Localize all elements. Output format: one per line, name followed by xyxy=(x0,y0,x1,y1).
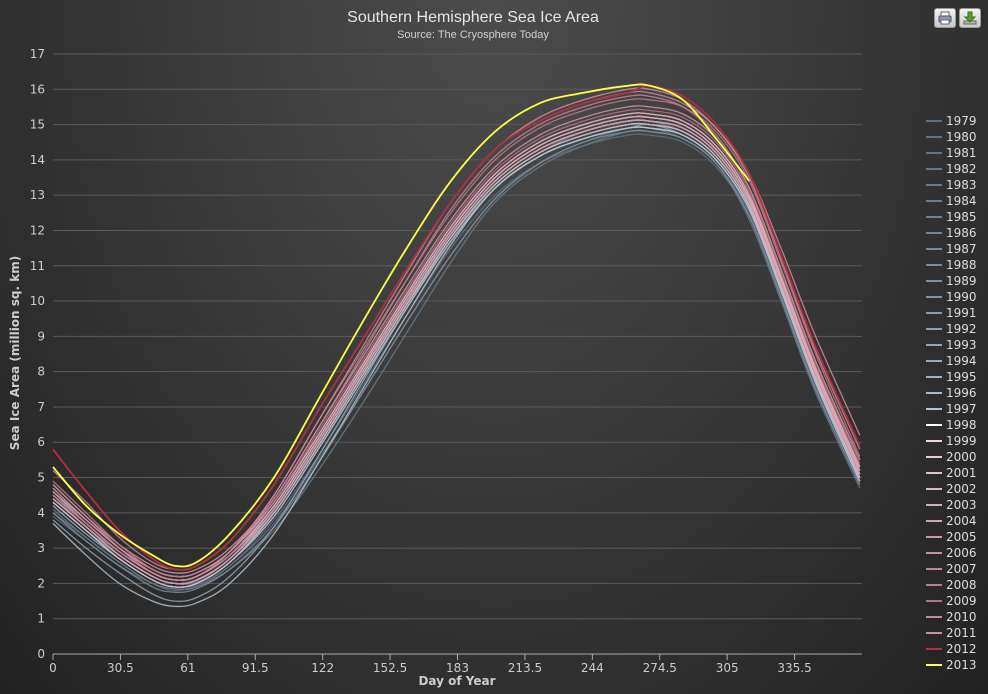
x-tick-label: 61 xyxy=(180,661,195,675)
y-tick-label: 8 xyxy=(37,365,45,379)
y-tick-label: 7 xyxy=(37,400,45,414)
legend-item-1998[interactable]: 1998 xyxy=(946,418,977,432)
y-tick-label: 5 xyxy=(37,471,45,485)
legend-item-1980[interactable]: 1980 xyxy=(946,130,977,144)
legend-item-1991[interactable]: 1991 xyxy=(946,306,977,320)
series-line-2013[interactable] xyxy=(52,83,751,568)
legend-item-2007[interactable]: 2007 xyxy=(946,562,977,576)
legend-item-1996[interactable]: 1996 xyxy=(946,386,977,400)
legend-item-2001[interactable]: 2001 xyxy=(946,466,977,480)
x-tick-label: 122 xyxy=(311,661,334,675)
y-tick-label: 4 xyxy=(37,506,45,520)
x-tick-label: 305 xyxy=(716,661,739,675)
legend-item-2002[interactable]: 2002 xyxy=(946,482,977,496)
x-tick-label: 274.5 xyxy=(643,661,677,675)
legend-item-1984[interactable]: 1984 xyxy=(946,194,977,208)
series-line-2006[interactable] xyxy=(52,119,861,585)
series-line-2002[interactable] xyxy=(52,122,861,588)
legend-item-1992[interactable]: 1992 xyxy=(946,322,977,336)
x-tick-label: 335.5 xyxy=(777,661,811,675)
legend-item-2005[interactable]: 2005 xyxy=(946,530,977,544)
legend-item-1993[interactable]: 1993 xyxy=(946,338,977,352)
x-tick-label: 213.5 xyxy=(508,661,542,675)
legend-item-1994[interactable]: 1994 xyxy=(946,354,977,368)
x-tick-label: 91.5 xyxy=(242,661,269,675)
legend-item-1990[interactable]: 1990 xyxy=(946,290,977,304)
y-tick-label: 15 xyxy=(30,118,45,132)
series-lines xyxy=(52,83,861,608)
legend-item-1979[interactable]: 1979 xyxy=(946,114,977,128)
grid-lines xyxy=(53,53,862,655)
legend-item-1997[interactable]: 1997 xyxy=(946,402,977,416)
series-line-1989[interactable] xyxy=(52,129,861,593)
series-line-1987[interactable] xyxy=(52,122,861,585)
printer-icon xyxy=(938,11,952,25)
legend-item-1985[interactable]: 1985 xyxy=(946,210,977,224)
legend-item-2006[interactable]: 2006 xyxy=(946,546,977,560)
y-tick-label: 12 xyxy=(30,223,45,237)
legend-item-2013[interactable]: 2013 xyxy=(946,658,977,672)
y-tick-label: 9 xyxy=(37,329,45,343)
series-line-1990[interactable] xyxy=(52,122,861,585)
legend-item-1995[interactable]: 1995 xyxy=(946,370,977,384)
chart-title: Southern Hemisphere Sea Ice Area xyxy=(347,9,599,26)
series-line-2008[interactable] xyxy=(52,98,861,578)
series-line-1994[interactable] xyxy=(52,119,861,581)
y-tick-label: 0 xyxy=(37,647,45,661)
x-tick-label: 152.5 xyxy=(373,661,407,675)
legend-item-1986[interactable]: 1986 xyxy=(946,226,977,240)
series-line-1988[interactable] xyxy=(52,119,861,581)
legend-item-1981[interactable]: 1981 xyxy=(946,146,977,160)
y-tick-label: 14 xyxy=(30,153,45,167)
chart-subtitle: Source: The Cryosphere Today xyxy=(397,29,549,41)
y-tick-label: 17 xyxy=(30,47,45,61)
x-tick-label: 183 xyxy=(446,661,469,675)
legend: 1979 1980 1981 1982 1983 1984 1985 1986 1987 1988… xyxy=(926,114,977,672)
legend-item-2010[interactable]: 2010 xyxy=(946,610,977,624)
y-tick-label: 11 xyxy=(30,259,45,273)
x-tick-label: 30.5 xyxy=(107,661,134,675)
legend-item-1987[interactable]: 1987 xyxy=(946,242,977,256)
legend-item-2011[interactable]: 2011 xyxy=(946,626,977,640)
x-tick-label: 244 xyxy=(581,661,604,675)
legend-item-2003[interactable]: 2003 xyxy=(946,498,977,512)
series-line-1983[interactable] xyxy=(52,129,861,590)
download-icon xyxy=(963,11,977,25)
legend-item-2004[interactable]: 2004 xyxy=(946,514,977,528)
y-tick-label: 6 xyxy=(37,435,45,449)
series-line-1997[interactable] xyxy=(52,126,861,608)
y-tick-label: 10 xyxy=(30,294,45,308)
legend-item-2000[interactable]: 2000 xyxy=(946,450,977,464)
y-tick-label: 1 xyxy=(37,612,45,626)
legend-item-1988[interactable]: 1988 xyxy=(946,258,977,272)
legend-item-2008[interactable]: 2008 xyxy=(946,578,977,592)
legend-item-1999[interactable]: 1999 xyxy=(946,434,977,448)
y-tick-label: 13 xyxy=(30,188,45,202)
legend-item-1982[interactable]: 1982 xyxy=(946,162,977,176)
x-tick-label: 0 xyxy=(49,661,57,675)
y-tick-label: 16 xyxy=(30,82,45,96)
legend-item-1983[interactable]: 1983 xyxy=(946,178,977,192)
y-axis-label: Sea Ice Area (million sq. km) xyxy=(8,256,22,450)
y-tick-label: 3 xyxy=(37,541,45,555)
download-button[interactable] xyxy=(959,8,981,28)
legend-item-2009[interactable]: 2009 xyxy=(946,594,977,608)
legend-item-2012[interactable]: 2012 xyxy=(946,642,977,656)
series-line-2012[interactable] xyxy=(52,84,861,571)
print-button[interactable] xyxy=(934,8,956,28)
x-axis-label: Day of Year xyxy=(418,674,495,688)
legend-item-1989[interactable]: 1989 xyxy=(946,274,977,288)
y-tick-label: 2 xyxy=(37,576,45,590)
